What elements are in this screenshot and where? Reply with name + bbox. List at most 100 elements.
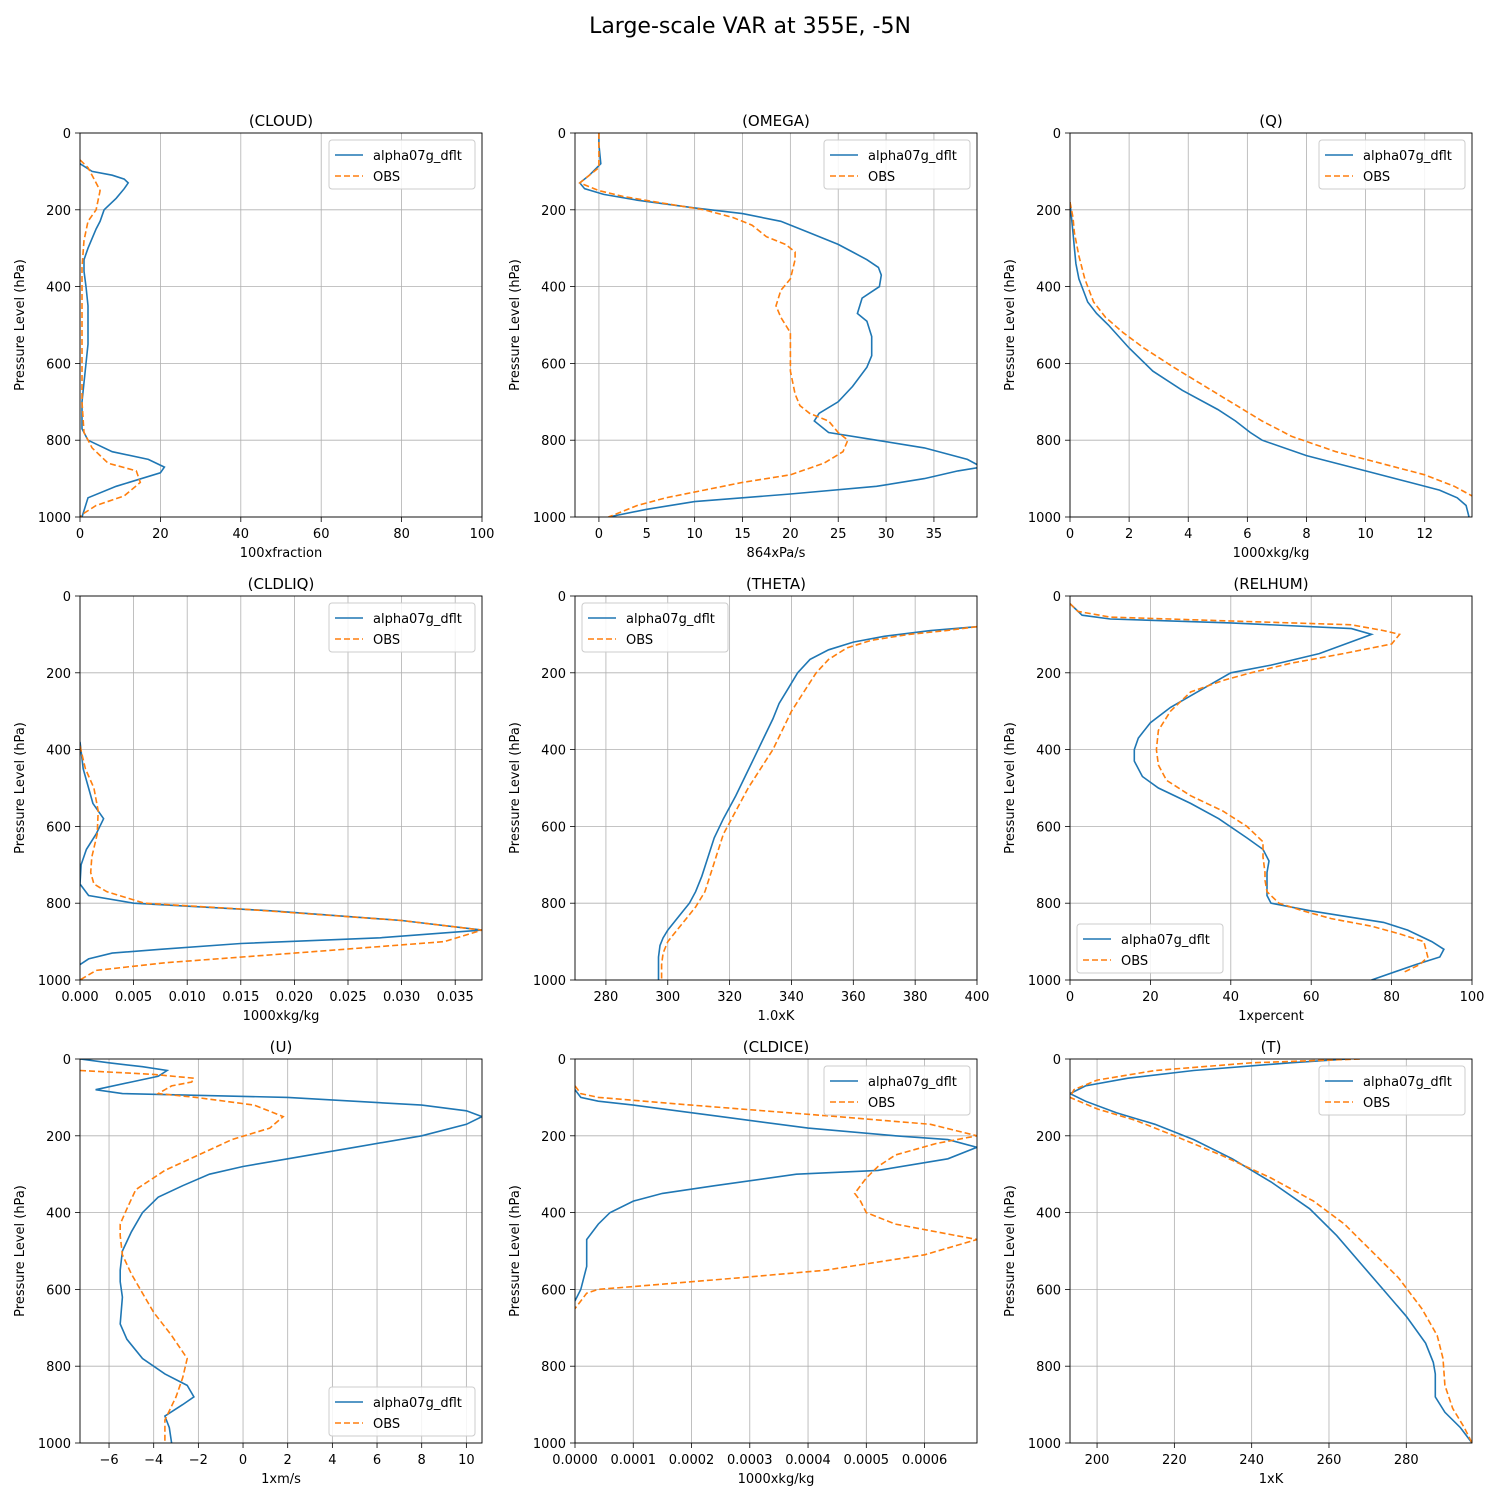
legend-label: OBS — [868, 1096, 895, 1111]
x-axis-label: 1000xkg/kg — [1233, 546, 1310, 561]
plot-frame — [79, 1058, 483, 1444]
x-tick-label: 100 — [470, 527, 495, 542]
y-tick-label: 0 — [558, 127, 566, 142]
legend-label: alpha07g_dflt — [1363, 149, 1452, 164]
x-tick-label: 6 — [373, 1453, 381, 1468]
x-tick-label: 340 — [779, 990, 804, 1005]
y-tick-label: 1000 — [1028, 511, 1061, 526]
legend: alpha07g_dflt OBS — [1318, 1065, 1466, 1116]
y-tick-label: 1000 — [533, 511, 566, 526]
x-tick-label: 300 — [655, 990, 680, 1005]
y-tick-label: 800 — [541, 434, 566, 449]
x-tick-label: 4 — [328, 1453, 336, 1468]
legend-label: alpha07g_dflt — [373, 149, 462, 164]
legend: alpha07g_dflt OBS — [581, 602, 729, 653]
legend-label: OBS — [1121, 954, 1148, 969]
x-tick-label: 0 — [239, 1453, 247, 1468]
x-axis-label: 1xm/s — [261, 1472, 301, 1487]
series-line-model — [1070, 603, 1445, 980]
y-tick-label: 1000 — [38, 1437, 71, 1452]
x-tick-label: 280 — [594, 990, 619, 1005]
series-line-obs — [575, 1085, 977, 1310]
series-line-obs — [578, 133, 849, 517]
x-tick-label: 10 — [1357, 527, 1374, 542]
y-tick-label: 600 — [46, 357, 71, 372]
y-tick-label: 200 — [1036, 204, 1061, 219]
x-tick-label: 0 — [1066, 527, 1074, 542]
y-tick-label: 600 — [541, 1283, 566, 1298]
plot-frame — [1069, 595, 1473, 981]
y-tick-label: 400 — [1036, 1207, 1061, 1222]
y-tick-label: 200 — [46, 1130, 71, 1145]
x-tick-label: 0 — [1066, 990, 1074, 1005]
series-line-model — [1070, 202, 1470, 517]
x-tick-label: 0.0005 — [844, 1453, 890, 1468]
series-line-obs — [1070, 603, 1429, 974]
series-line-obs — [80, 1069, 285, 1443]
y-tick-label: 600 — [541, 357, 566, 372]
x-tick-label: 0 — [76, 527, 84, 542]
subplot-title: (U) — [270, 1038, 293, 1056]
y-tick-label: 200 — [1036, 667, 1061, 682]
legend: alpha07g_dflt OBS — [328, 1386, 476, 1437]
y-tick-label: 600 — [1036, 1283, 1061, 1298]
x-tick-label: 4 — [1184, 527, 1192, 542]
legend-label: alpha07g_dflt — [1121, 933, 1210, 948]
x-tick-label: 15 — [734, 527, 751, 542]
y-axis-label: Pressure Level (hPa) — [1003, 722, 1018, 854]
x-tick-label: 80 — [393, 527, 410, 542]
x-tick-label: 2 — [284, 1453, 292, 1468]
series-line-obs — [660, 625, 977, 980]
subplot-title: (THETA) — [746, 575, 806, 593]
y-tick-label: 600 — [46, 820, 71, 835]
y-tick-label: 600 — [541, 820, 566, 835]
y-tick-label: 200 — [1036, 1130, 1061, 1145]
y-tick-label: 400 — [541, 744, 566, 759]
y-axis-label: Pressure Level (hPa) — [1003, 259, 1018, 391]
y-tick-label: 600 — [46, 1283, 71, 1298]
x-tick-label: 60 — [1303, 990, 1320, 1005]
legend-label: alpha07g_dflt — [868, 1075, 957, 1090]
y-tick-label: 800 — [1036, 1360, 1061, 1375]
legend-box — [1318, 1065, 1466, 1116]
y-tick-label: 400 — [541, 281, 566, 296]
legend-label: alpha07g_dflt — [626, 612, 715, 627]
series-line-obs — [1070, 1059, 1472, 1443]
subplot-8: 0.0000 0.0001 0.0002 0.0003 0.0004 0.0005 0.00… — [508, 1038, 978, 1487]
y-tick-label: 1000 — [533, 974, 566, 989]
x-tick-label: 20 — [1142, 990, 1159, 1005]
y-axis-label: Pressure Level (hPa) — [13, 1185, 28, 1317]
legend: alpha07g_dflt OBS — [328, 602, 476, 653]
plot-frame — [574, 132, 978, 518]
y-tick-label: 0 — [558, 1053, 566, 1068]
x-tick-label: 0.0001 — [611, 1453, 657, 1468]
y-tick-label: 400 — [46, 281, 71, 296]
x-axis-label: 1xpercent — [1238, 1009, 1304, 1024]
plot-frame — [79, 595, 483, 981]
subplot-5: 280 300 320 340 360 380 400 0 200 400 600 800 1000 (T… — [508, 575, 989, 1024]
y-tick-label: 400 — [1036, 281, 1061, 296]
x-tick-label: 0.0004 — [785, 1453, 831, 1468]
subplot-4: 0.000 0.005 0.010 0.015 0.020 0.025 0.030 0.035… — [13, 575, 483, 1024]
legend-box — [823, 139, 971, 190]
subplot-6: 0 20 40 60 80 10002004006008001000(RELHUM)1xp… — [1003, 575, 1484, 1024]
y-tick-label: 800 — [46, 1360, 71, 1375]
y-tick-label: 800 — [1036, 434, 1061, 449]
legend-box — [581, 602, 729, 653]
x-tick-label: 8 — [418, 1453, 426, 1468]
x-tick-label: 0 — [595, 527, 603, 542]
subplot-7: −6 −4 −2 0 2 4 6 8 10 0 200 400 600 800 1000 (U) 1xm/s Pr… — [13, 1038, 483, 1487]
x-tick-label: −2 — [189, 1453, 208, 1468]
y-tick-label: 200 — [541, 1130, 566, 1145]
y-tick-label: 800 — [541, 1360, 566, 1375]
x-axis-label: 1xK — [1259, 1472, 1284, 1487]
subplot-2: 0 5 10 15 20 25 30 35 0 200 400 600 800 1000 (OMEGA) 86… — [508, 112, 978, 561]
legend: alpha07g_dflt OBS — [1076, 923, 1224, 974]
series-line-obs — [80, 159, 142, 517]
x-tick-label: 240 — [1239, 1453, 1264, 1468]
x-tick-label: 2 — [1125, 527, 1133, 542]
legend-label: alpha07g_dflt — [373, 612, 462, 627]
y-axis-label: Pressure Level (hPa) — [508, 259, 523, 391]
plot-frame — [79, 132, 483, 518]
